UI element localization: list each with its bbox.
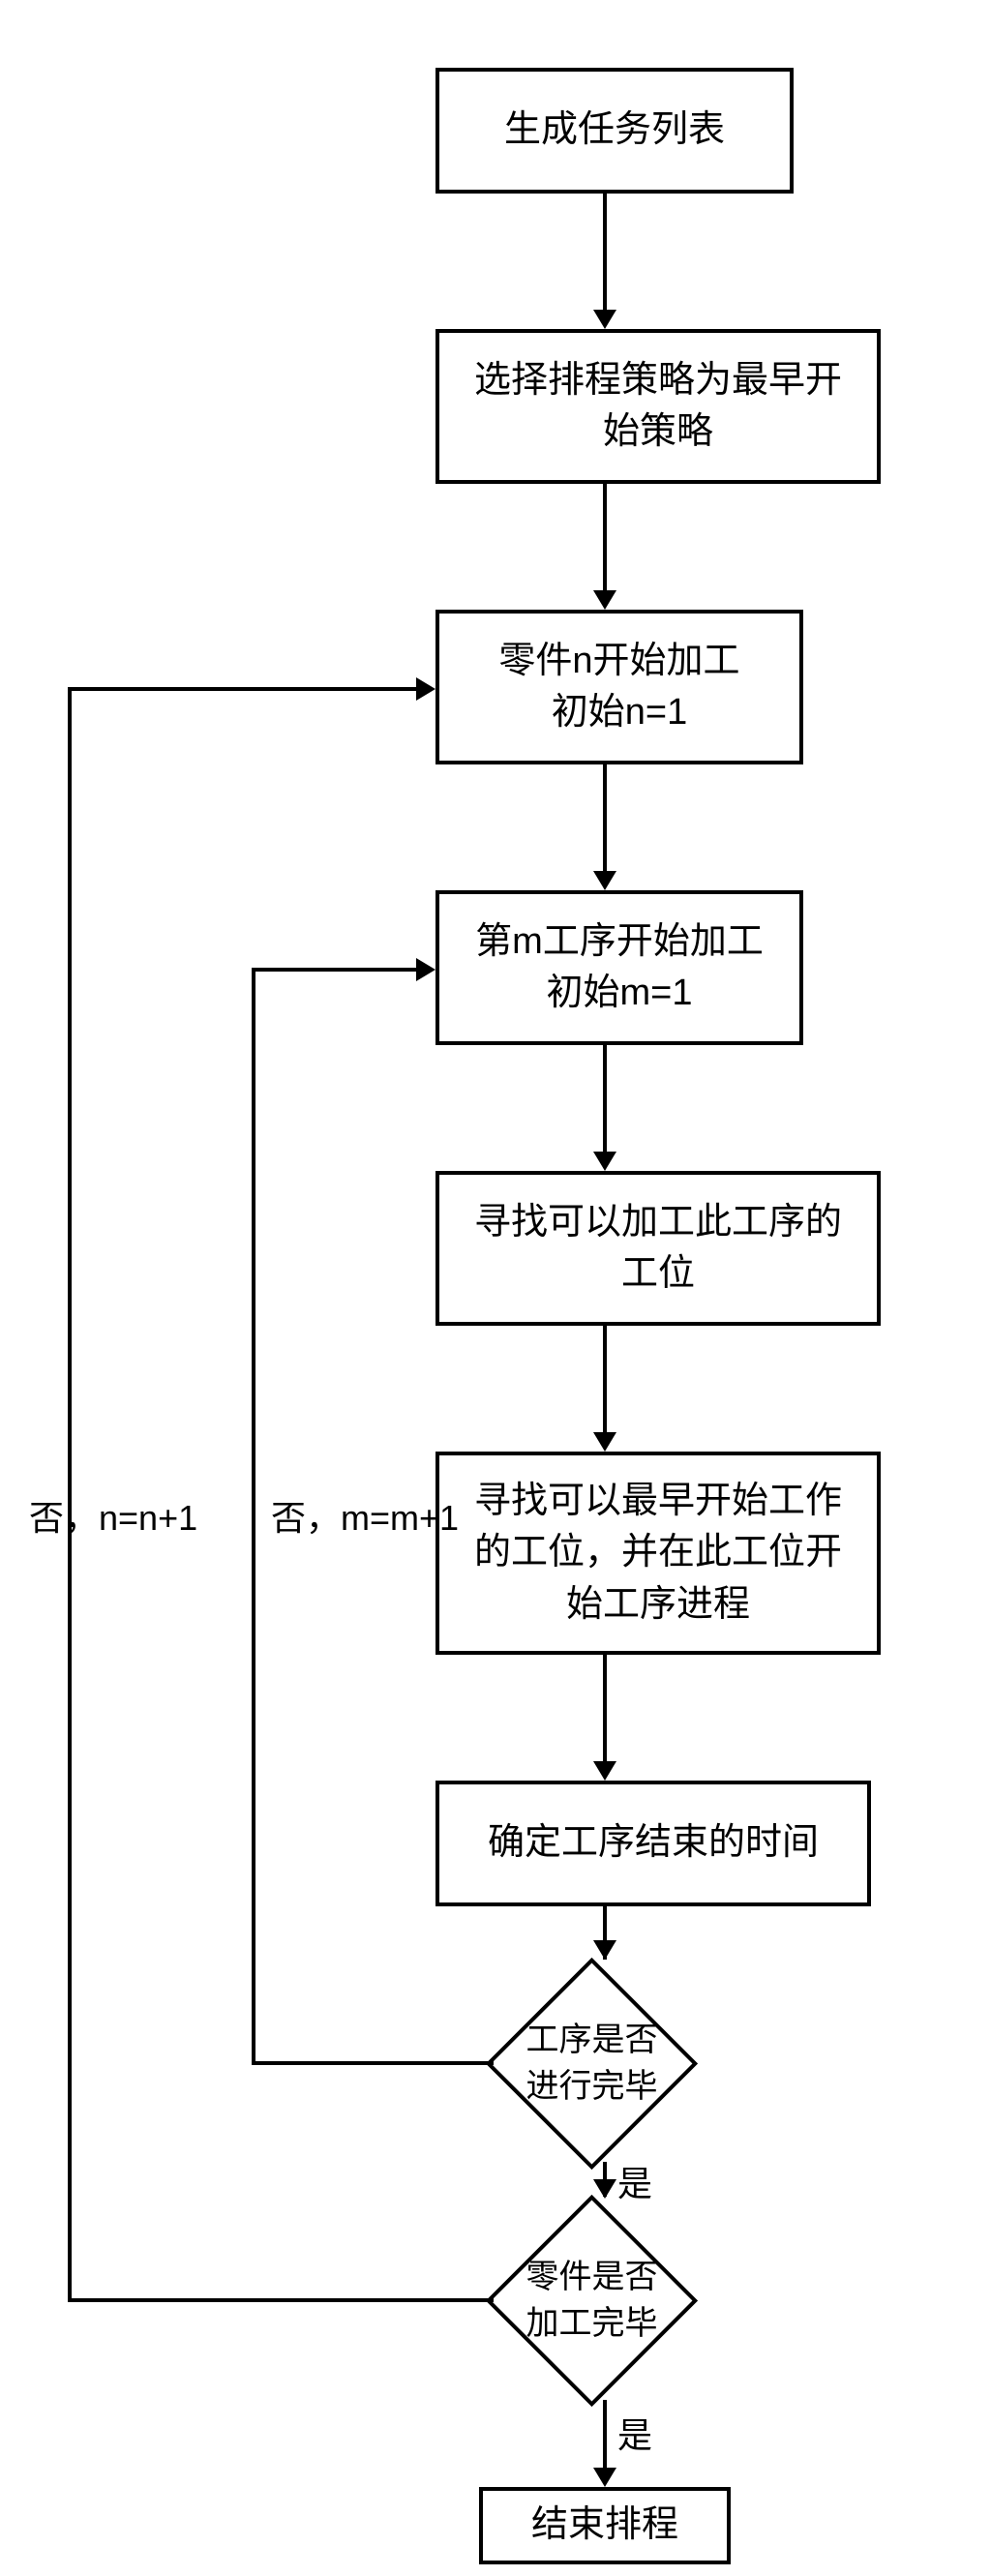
node-determine-end-time: 确定工序结束的时间 bbox=[435, 1781, 871, 1906]
arrow-head-icon bbox=[593, 2179, 616, 2199]
node-find-earliest-station: 寻找可以最早开始工作的工位，并在此工位开始工序进程 bbox=[435, 1452, 881, 1655]
node-text: 选择排程策略为最早开始策略 bbox=[474, 355, 842, 458]
node-select-strategy: 选择排程策略为最早开始策略 bbox=[435, 329, 881, 484]
edge bbox=[603, 764, 607, 871]
arrow-head-icon bbox=[593, 1152, 616, 1171]
arrow-head-icon bbox=[593, 590, 616, 610]
edge bbox=[603, 1326, 607, 1432]
edge-label-yes-1: 是 bbox=[617, 2156, 652, 2206]
edge-loop-n bbox=[68, 2298, 494, 2302]
node-text: 工序是否进行完毕 bbox=[526, 2018, 658, 2110]
node-find-station: 寻找可以加工此工序的工位 bbox=[435, 1171, 881, 1326]
arrow-head-icon bbox=[416, 677, 435, 701]
arrow-head-icon bbox=[593, 1761, 616, 1781]
node-text: 第m工序开始加工初始m=1 bbox=[475, 916, 764, 1019]
node-text: 零件是否加工完毕 bbox=[526, 2255, 658, 2347]
node-generate-task-list: 生成任务列表 bbox=[435, 68, 794, 194]
arrow-head-icon bbox=[593, 2468, 616, 2487]
node-text: 零件n开始加工初始n=1 bbox=[498, 636, 739, 738]
node-text: 寻找可以最早开始工作的工位，并在此工位开始工序进程 bbox=[474, 1476, 842, 1631]
node-text: 生成任务列表 bbox=[504, 105, 725, 156]
edge bbox=[603, 1045, 607, 1152]
node-text: 寻找可以加工此工序的工位 bbox=[474, 1197, 842, 1300]
arrow-head-icon bbox=[593, 1432, 616, 1452]
edge bbox=[603, 484, 607, 590]
arrow-head-icon bbox=[593, 310, 616, 329]
edge-loop-n bbox=[68, 687, 416, 691]
edge-loop-m bbox=[252, 2061, 494, 2065]
arrow-head-icon bbox=[593, 871, 616, 890]
node-end-scheduling: 结束排程 bbox=[479, 2487, 731, 2564]
node-process-m-start: 第m工序开始加工初始m=1 bbox=[435, 890, 803, 1045]
node-text: 结束排程 bbox=[531, 2500, 678, 2551]
edge-label-no-n: 否，n=n+1 bbox=[29, 1490, 197, 1541]
decision-process-done: 工序是否进行完毕 bbox=[517, 1989, 667, 2139]
edge bbox=[603, 194, 607, 310]
edge-loop-m bbox=[252, 968, 416, 972]
edge-label-yes-2: 是 bbox=[617, 2408, 652, 2458]
arrow-head-icon bbox=[416, 958, 435, 981]
arrow-head-icon bbox=[593, 1940, 616, 1960]
flowchart-container: 生成任务列表 选择排程策略为最早开始策略 零件n开始加工初始n=1 第m工序开始… bbox=[0, 0, 991, 2576]
edge-label-no-m: 否，m=m+1 bbox=[271, 1490, 459, 1541]
node-part-n-start: 零件n开始加工初始n=1 bbox=[435, 610, 803, 764]
decision-part-done: 零件是否加工完毕 bbox=[517, 2226, 667, 2376]
edge-loop-m bbox=[252, 968, 255, 2065]
edge bbox=[603, 2400, 607, 2468]
node-text: 确定工序结束的时间 bbox=[488, 1817, 819, 1869]
edge bbox=[603, 1655, 607, 1761]
